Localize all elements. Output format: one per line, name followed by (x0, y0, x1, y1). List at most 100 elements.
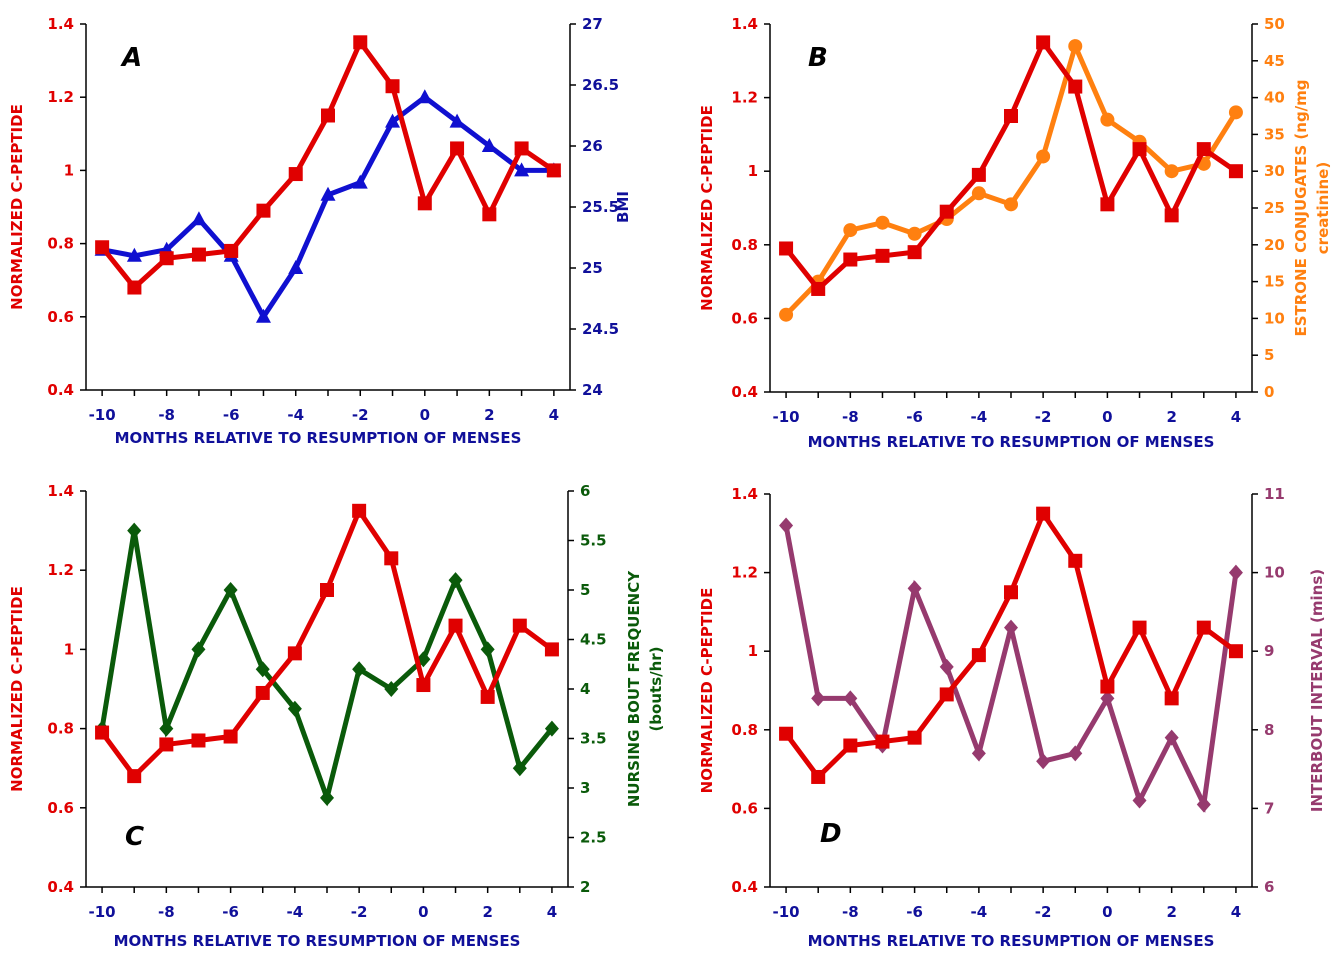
c-peptide-data-point (843, 738, 858, 753)
right-y-tick-label: 6 (580, 482, 590, 500)
c-peptide-data-point (417, 196, 432, 211)
secondary-data-point (191, 641, 206, 658)
secondary-data-point (1004, 619, 1018, 636)
right-y-tick-label: 2 (580, 878, 590, 896)
x-tick-label: -8 (158, 903, 175, 921)
right-y-tick-label: 3.5 (580, 730, 607, 748)
chart-panel-b: -10 -8 -6 -4 -2 0 2 4 0.4 0.6 0.8 1 1.2 1.4 0 5 10 15 20 25… (698, 15, 1332, 451)
right-y-tick-label: 4.5 (580, 631, 607, 649)
c-peptide-data-point (320, 583, 334, 597)
c-peptide-data-point (450, 141, 465, 156)
right-y-tick-label: 26 (582, 137, 603, 155)
c-peptide-data-point (385, 79, 400, 94)
c-peptide-data-point (875, 734, 890, 749)
right-y-tick-label: 27 (582, 15, 603, 33)
x-tick-label: -2 (1035, 408, 1052, 426)
secondary-data-point (1004, 197, 1018, 212)
left-y-tick-label: 0.6 (47, 799, 74, 817)
left-y-tick-label: 1.2 (731, 89, 758, 107)
right-y-tick-label: 11 (1264, 485, 1285, 503)
c-peptide-data-point (1164, 691, 1179, 706)
c-peptide-data-point (95, 240, 110, 255)
secondary-data-point (352, 661, 367, 678)
right-y-tick-label: 40 (1264, 89, 1285, 107)
secondary-data-point (907, 226, 922, 241)
c-peptide-data-point (1036, 35, 1051, 50)
panel-label-d: D (820, 819, 842, 849)
x-tick-label: -4 (287, 903, 304, 921)
chart-panel-d: -10 -8 -6 -4 -2 0 2 4 0.4 0.6 0.8 1 1.2 1.4 6 7 8 9 10 11 MO… (698, 485, 1326, 950)
secondary-data-point (255, 308, 271, 323)
left-y-tick-label: 0.4 (47, 878, 74, 896)
left-y-tick-label: 1.2 (731, 564, 758, 582)
x-tick-label: 0 (420, 406, 430, 424)
left-y-axis-label: NORMALIZED C-PEPTIDE (8, 586, 26, 792)
c-peptide-data-point (191, 247, 206, 262)
right-y-axis-label: BMI (614, 191, 632, 223)
c-peptide-data-point (352, 503, 367, 518)
c-peptide-data-point (1196, 142, 1211, 157)
c-peptide-data-point (1132, 142, 1147, 157)
secondary-data-point (1228, 105, 1243, 120)
left-y-tick-label: 1 (64, 161, 74, 179)
secondary-data-point (514, 162, 530, 177)
left-y-tick-label: 1.4 (47, 482, 74, 500)
right-y-tick-label: 5 (1264, 346, 1274, 364)
x-tick-label: -4 (971, 408, 988, 426)
right-y-tick-label: 45 (1264, 52, 1285, 70)
secondary-data-point (126, 247, 142, 262)
left-y-tick-label: 1.4 (731, 485, 758, 503)
right-y-tick-label: 30 (1264, 162, 1285, 180)
secondary-data-point (481, 138, 497, 152)
x-tick-label: -4 (287, 406, 304, 424)
left-y-tick-label: 1 (64, 640, 74, 658)
c-peptide-data-point (546, 163, 561, 178)
right-y-tick-label: 4 (580, 680, 590, 698)
c-peptide-data-point (875, 248, 890, 263)
right-y-tick-label: 0 (1264, 383, 1274, 401)
secondary-data-point (971, 745, 986, 762)
x-tick-label: 0 (1102, 408, 1112, 426)
secondary-data-point (320, 789, 334, 806)
right-y-tick-label: 9 (1264, 642, 1274, 660)
secondary-data-point (191, 211, 207, 226)
right-y-tick-label: 10 (1264, 564, 1285, 582)
c-peptide-data-point (223, 729, 238, 744)
left-y-tick-label: 0.8 (47, 235, 74, 253)
c-peptide-data-point (159, 737, 174, 752)
left-y-tick-label: 1.4 (731, 15, 758, 33)
c-peptide-data-point (1100, 679, 1115, 694)
chart-panel-a: -10 -8 -6 -4 -2 0 2 40.40.60.811.21.42424.52525… (8, 15, 632, 447)
c-peptide-data-point (482, 207, 497, 222)
secondary-data-point (320, 186, 336, 201)
c-peptide-data-point (224, 243, 239, 258)
c-peptide-data-point (256, 203, 271, 218)
secondary-data-point (971, 186, 986, 201)
c-peptide-data-point (1164, 208, 1179, 223)
right-y-tick-label: 25 (1264, 199, 1285, 217)
c-peptide-data-point (811, 281, 826, 296)
right-y-tick-label: 15 (1264, 273, 1285, 291)
chart-panel-c: -10 -8 -6 -4 -2 0 2 4 0.4 0.6 0.8 1 1.2 1.4 2 2.5 3 3.5 4 4… (8, 482, 665, 950)
secondary-data-point (352, 174, 368, 189)
secondary-series-line (783, 524, 1239, 814)
x-tick-label: 2 (1166, 903, 1176, 921)
x-tick-label: -6 (906, 903, 923, 921)
c-peptide-data-point (514, 141, 529, 156)
secondary-data-point (127, 522, 142, 539)
x-tick-label: -2 (351, 903, 368, 921)
secondary-data-point (448, 572, 463, 589)
x-tick-label: -2 (1035, 903, 1052, 921)
right-y-axis-label-line2: creatinine) (1314, 162, 1332, 254)
left-y-tick-label: 0.8 (47, 720, 74, 738)
c-peptide-data-point (971, 167, 986, 182)
right-y-tick-label: 25.5 (582, 198, 619, 216)
right-y-axis-label-line2: (bouts/hr) (647, 646, 665, 731)
x-tick-label: 0 (418, 903, 428, 921)
secondary-data-point (287, 700, 302, 717)
x-tick-label: -10 (89, 406, 116, 424)
x-tick-label: 2 (484, 406, 494, 424)
c-peptide-data-point (288, 167, 303, 182)
c-peptide-data-point (127, 280, 142, 295)
c-peptide-data-point (1004, 109, 1018, 123)
